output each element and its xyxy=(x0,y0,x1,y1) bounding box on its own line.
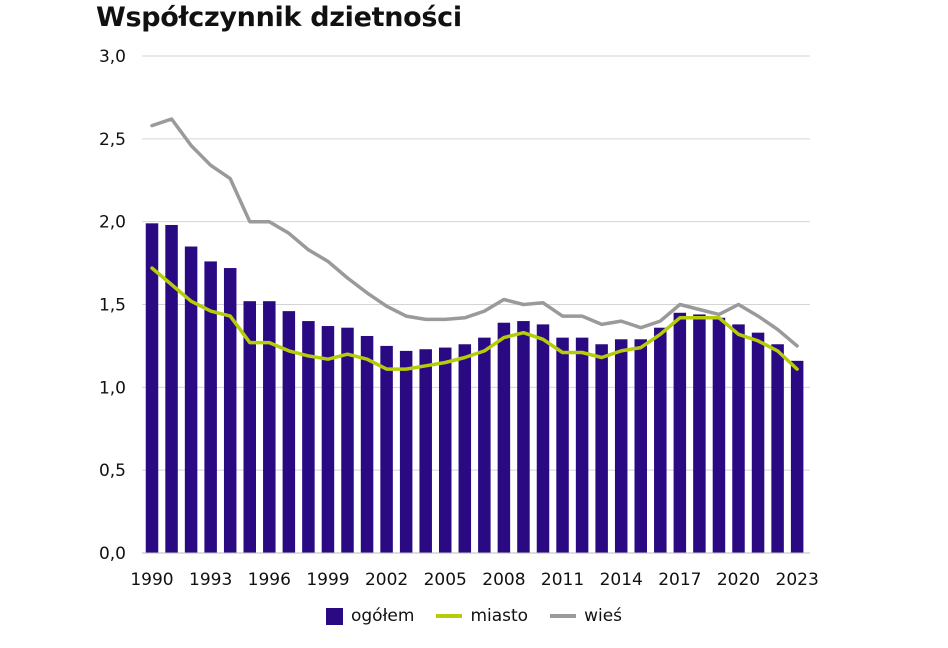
bar-ogolem-2016 xyxy=(654,327,667,553)
chart-title: Współczynnik dzietności xyxy=(96,2,462,33)
bar-ogolem-2018 xyxy=(693,314,706,553)
bar-ogolem-2022 xyxy=(771,344,784,553)
bar-ogolem-1990 xyxy=(145,223,159,553)
bar-ogolem-2017 xyxy=(673,312,687,553)
bar-ogolem-2021 xyxy=(751,332,765,553)
legend: ogółem miasto wieś xyxy=(0,606,948,626)
x-tick-label: 1999 xyxy=(306,570,349,590)
legend-item-ogolem: ogółem xyxy=(325,606,415,626)
bar-ogolem-2015 xyxy=(634,339,647,553)
bar-ogolem-2020 xyxy=(732,324,745,553)
legend-item-wies: wieś xyxy=(550,606,622,626)
bar-ogolem-1994 xyxy=(223,268,237,553)
bar-ogolem-2008 xyxy=(497,322,511,553)
x-tick-label: 1993 xyxy=(189,570,232,590)
legend-swatch-ogolem xyxy=(325,607,343,625)
bar-ogolem-1998 xyxy=(302,321,315,553)
bar-ogolem-2011 xyxy=(556,337,569,553)
bar-ogolem-1997 xyxy=(282,311,296,553)
x-tick-label: 2014 xyxy=(600,570,643,590)
legend-item-miasto: miasto xyxy=(436,606,528,626)
x-tick-label: 2005 xyxy=(424,570,467,590)
line-wies xyxy=(150,117,799,348)
x-tick-label: 2017 xyxy=(658,570,701,590)
legend-label-miasto: miasto xyxy=(470,606,529,626)
x-tick-label: 2011 xyxy=(541,570,584,590)
bar-series-ogolem xyxy=(145,223,804,554)
bar-ogolem-2007 xyxy=(478,337,491,553)
x-tick-label: 2008 xyxy=(482,570,525,590)
bar-ogolem-1996 xyxy=(263,301,276,553)
bar-ogolem-1991 xyxy=(165,224,178,554)
x-tick-label: 2023 xyxy=(776,570,819,590)
plot-area: 0,0 0,5 1,0 1,5 2,0 2,5 3,0 1990 1993 1996 1999 20… xyxy=(99,47,819,590)
bar-ogolem-1995 xyxy=(243,301,256,553)
bar-ogolem-2012 xyxy=(575,337,589,553)
bar-ogolem-2019 xyxy=(712,317,726,553)
bar-ogolem-2009 xyxy=(517,321,530,553)
x-tick-label: 1990 xyxy=(130,570,173,590)
gridlines xyxy=(142,55,810,471)
bar-ogolem-2001 xyxy=(360,335,374,553)
bar-ogolem-2005 xyxy=(439,347,452,553)
legend-label-wies: wieś xyxy=(584,606,623,626)
bar-ogolem-2000 xyxy=(341,327,354,553)
bar-ogolem-2023 xyxy=(790,360,804,553)
bar-ogolem-2003 xyxy=(399,350,413,553)
bar-ogolem-2004 xyxy=(419,349,432,553)
bar-ogolem-1992 xyxy=(184,246,198,553)
y-tick-label: 1,5 xyxy=(99,296,126,316)
y-tick-label: 0,0 xyxy=(99,544,126,564)
x-tick-label: 2020 xyxy=(717,570,760,590)
bar-ogolem-2013 xyxy=(595,344,608,553)
legend-swatch-wies xyxy=(550,614,577,618)
bar-ogolem-2014 xyxy=(614,339,628,553)
bar-ogolem-2006 xyxy=(458,344,472,553)
line-series xyxy=(150,117,799,371)
y-tick-label: 0,5 xyxy=(99,461,126,481)
bar-ogolem-2002 xyxy=(380,345,393,553)
line-miasto xyxy=(150,266,799,371)
y-tick-label: 3,0 xyxy=(99,47,126,67)
legend-label-ogolem: ogółem xyxy=(350,606,415,626)
x-axis-tick-labels: 1990 1993 1996 1999 2002 2005 2008 2011 2014 2017… xyxy=(130,570,818,590)
y-tick-label: 1,0 xyxy=(99,378,126,398)
y-tick-label: 2,0 xyxy=(99,213,126,233)
x-tick-label: 2002 xyxy=(365,570,408,590)
x-tick-label: 1996 xyxy=(248,570,291,590)
y-axis-tick-labels: 0,0 0,5 1,0 1,5 2,0 2,5 3,0 xyxy=(99,47,126,564)
bar-ogolem-1999 xyxy=(321,326,335,553)
legend-swatch-miasto xyxy=(436,614,463,618)
bar-ogolem-1993 xyxy=(204,261,217,553)
y-tick-label: 2,5 xyxy=(99,130,126,150)
bar-ogolem-2010 xyxy=(536,324,550,553)
